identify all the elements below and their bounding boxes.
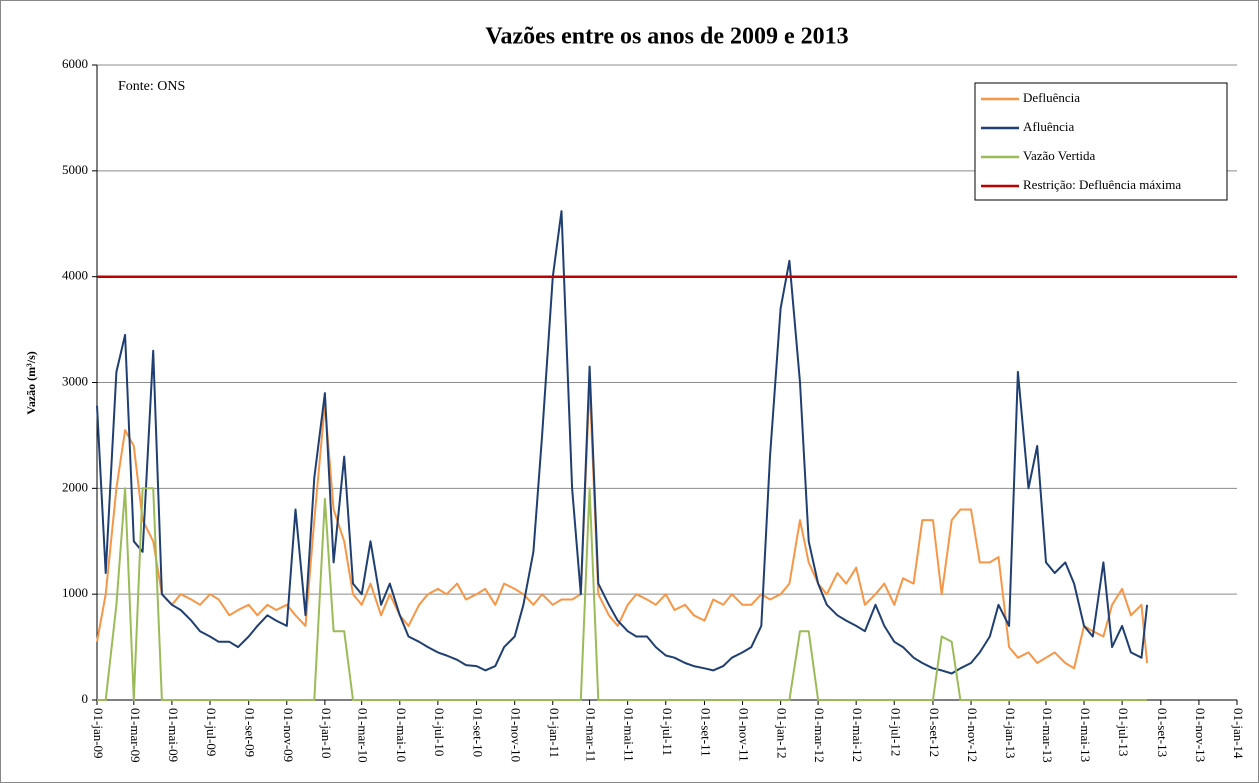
- y-tick-label: 2000: [62, 479, 88, 494]
- x-tick-label: 01-mar-09: [128, 708, 143, 763]
- x-tick-label: 01-set-13: [1155, 708, 1170, 757]
- x-tick-label: 01-jul-13: [1116, 708, 1131, 756]
- legend-label: Restrição: Defluência máxima: [1023, 177, 1181, 192]
- x-tick-label: 01-jan-10: [319, 708, 334, 759]
- x-tick-label: 01-nov-11: [737, 708, 752, 762]
- x-tick-label: 01-mar-12: [812, 708, 827, 763]
- x-tick-label: 01-jul-12: [888, 708, 903, 756]
- legend-box: [974, 82, 1228, 201]
- y-axis-label: Vazão (m³/s): [24, 351, 38, 414]
- x-tick-label: 01-nov-10: [509, 708, 524, 762]
- annotation: Fonte: ONS: [118, 79, 185, 94]
- x-tick-label: 01-jan-13: [1003, 708, 1018, 759]
- x-tick-label: 01-set-09: [243, 708, 258, 757]
- x-tick-label: 01-jan-14: [1231, 708, 1246, 759]
- x-tick-label: 01-jan-12: [775, 708, 790, 759]
- x-tick-label: 01-jul-10: [432, 708, 447, 756]
- x-tick-label: 01-jan-11: [547, 708, 562, 758]
- x-tick-label: 01-nov-12: [965, 708, 980, 762]
- y-tick-label: 3000: [62, 373, 88, 388]
- legend-label: Defluência: [1023, 90, 1080, 105]
- x-tick-label: 01-mai-13: [1078, 708, 1093, 762]
- y-tick-label: 0: [82, 691, 89, 706]
- x-tick-label: 01-mai-09: [166, 708, 181, 762]
- x-tick-label: 01-set-10: [471, 708, 486, 757]
- y-tick-label: 1000: [62, 585, 88, 600]
- x-tick-label: 01-mar-11: [584, 708, 599, 762]
- series-line: [96, 381, 1149, 670]
- x-tick-label: 01-mar-13: [1040, 708, 1055, 763]
- x-tick-label: 01-set-11: [698, 708, 713, 757]
- x-tick-label: 01-jul-11: [660, 708, 675, 756]
- y-tick-label: 6000: [62, 56, 88, 71]
- x-tick-label: 01-set-12: [927, 708, 942, 757]
- x-tick-label: 01-mai-12: [850, 708, 865, 762]
- series-line: [97, 487, 1148, 701]
- x-tick-label: 01-jul-09: [204, 708, 219, 756]
- y-tick-label: 5000: [62, 162, 88, 177]
- x-tick-label: 01-nov-09: [281, 708, 296, 762]
- legend-label: Vazão Vertida: [1023, 148, 1096, 163]
- series-line: [96, 210, 1149, 675]
- chart-title: Vazões entre os anos de 2009 e 2013: [485, 24, 848, 50]
- x-tick-label: 01-mai-10: [394, 708, 409, 762]
- legend-label: Afluência: [1023, 119, 1074, 134]
- x-tick-label: 01-jan-09: [91, 708, 106, 759]
- x-tick-label: 01-mar-10: [356, 708, 371, 763]
- x-tick-label: 01-mai-11: [622, 708, 637, 762]
- x-tick-label: 01-nov-13: [1193, 708, 1208, 762]
- y-tick-label: 4000: [62, 268, 88, 283]
